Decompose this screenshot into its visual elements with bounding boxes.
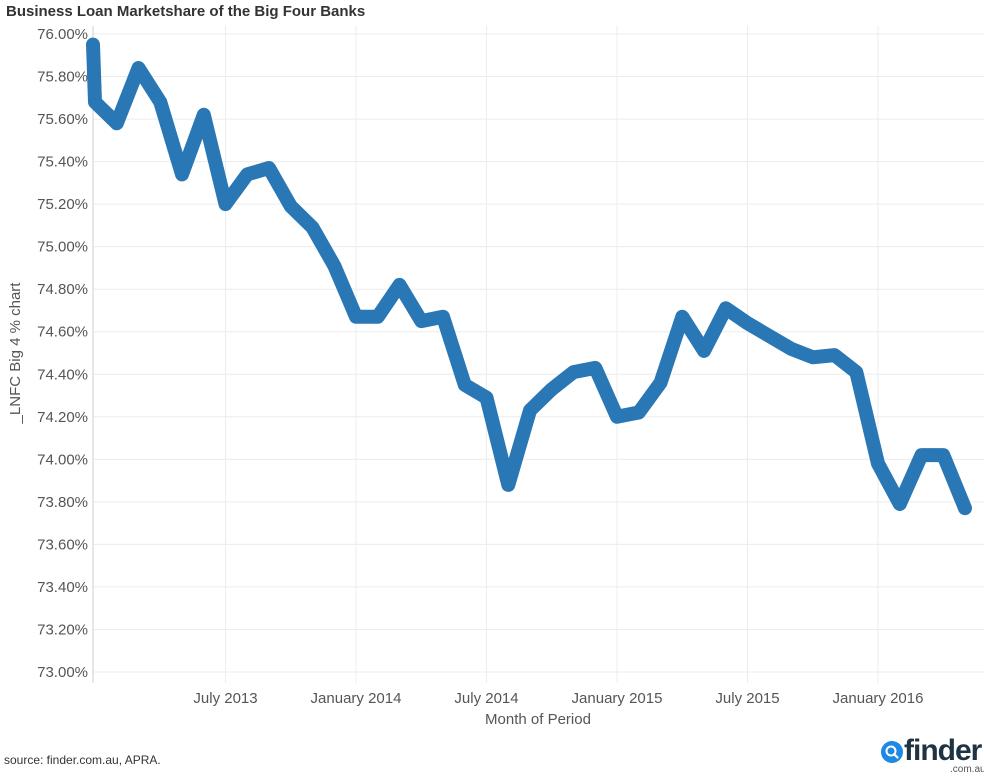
y-tick-label: 75.80% [37,69,88,86]
x-axis-ticks: July 2013 January 2014 July 2014 January 20… [193,690,923,707]
x-tick-label: July 2014 [454,690,518,707]
series-layer [86,37,972,516]
magnifier-icon [881,741,903,763]
y-tick-label: 73.60% [37,536,88,553]
y-axis-title: _LNFC Big 4 % chart [7,282,24,425]
y-tick-label: 73.80% [37,494,88,511]
y-tick-label: 74.40% [37,366,88,383]
y-tick-label: 75.60% [37,111,88,128]
y-tick-label: 75.20% [37,196,88,213]
line-chart: 76.00% 75.80% 75.60% 75.40% 75.20% 75.00% 74.8… [7,26,984,728]
y-tick-label: 73.20% [37,621,88,638]
x-tick-label: January 2016 [833,690,924,707]
y-tick-label: 73.40% [37,579,88,596]
y-tick-label: 74.00% [37,451,88,468]
y-tick-label: 73.00% [37,664,88,681]
vertical-gridlines [225,26,879,683]
x-tick-label: July 2015 [715,690,779,707]
finder-logo: finder .com.au [880,734,984,778]
x-tick-label: January 2015 [572,690,663,707]
plot-area [93,26,984,683]
logo-wordmark: finder [904,734,982,767]
x-tick-label: July 2013 [193,690,257,707]
horizontal-gridlines [93,33,984,673]
source-note: source: finder.com.au, APRA. [4,753,161,767]
x-axis-title: Month of Period [485,711,591,728]
y-tick-label: 75.40% [37,154,88,171]
y-tick-label: 75.00% [37,239,88,256]
y-tick-label: 74.20% [37,409,88,426]
x-tick-label: January 2014 [311,690,402,707]
y-tick-label: 74.80% [37,281,88,298]
y-axis-ticks: 76.00% 75.80% 75.60% 75.40% 75.20% 75.00% 74.8… [37,26,88,681]
chart-title: Business Loan Marketshare of the Big Fou… [6,3,366,20]
y-tick-label: 76.00% [37,26,88,43]
y-tick-label: 74.60% [37,324,88,341]
series-line [86,37,972,516]
logo-domain: .com.au [950,764,984,775]
